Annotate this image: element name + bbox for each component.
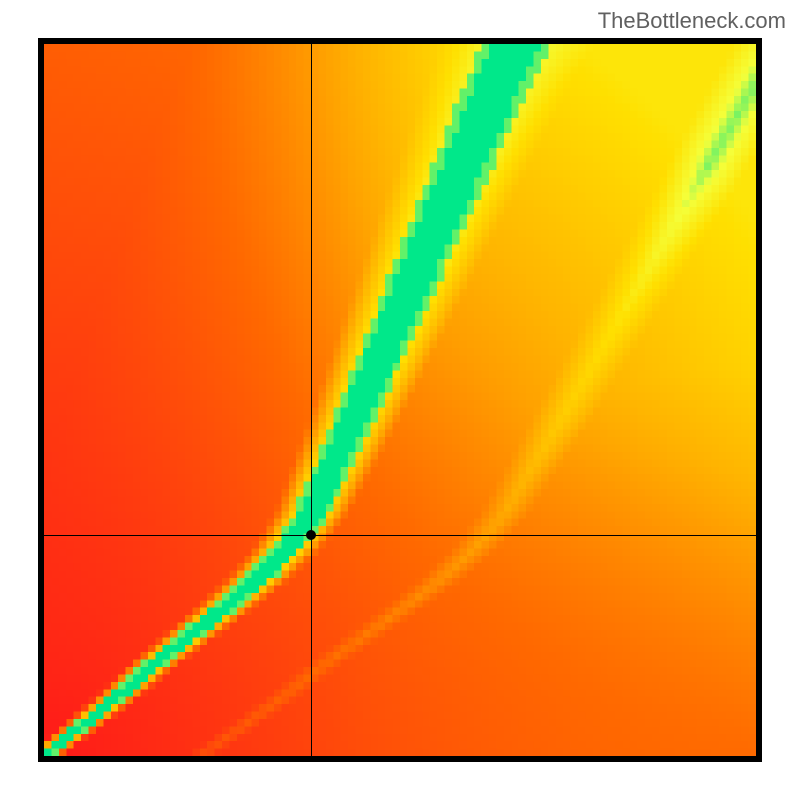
crosshair-horizontal <box>44 535 756 536</box>
crosshair-vertical <box>311 44 312 756</box>
plot-frame <box>38 38 762 762</box>
heatmap-canvas <box>44 44 756 756</box>
watermark-text: TheBottleneck.com <box>598 8 786 34</box>
chart-container: TheBottleneck.com <box>0 0 800 800</box>
marker-dot <box>306 530 316 540</box>
